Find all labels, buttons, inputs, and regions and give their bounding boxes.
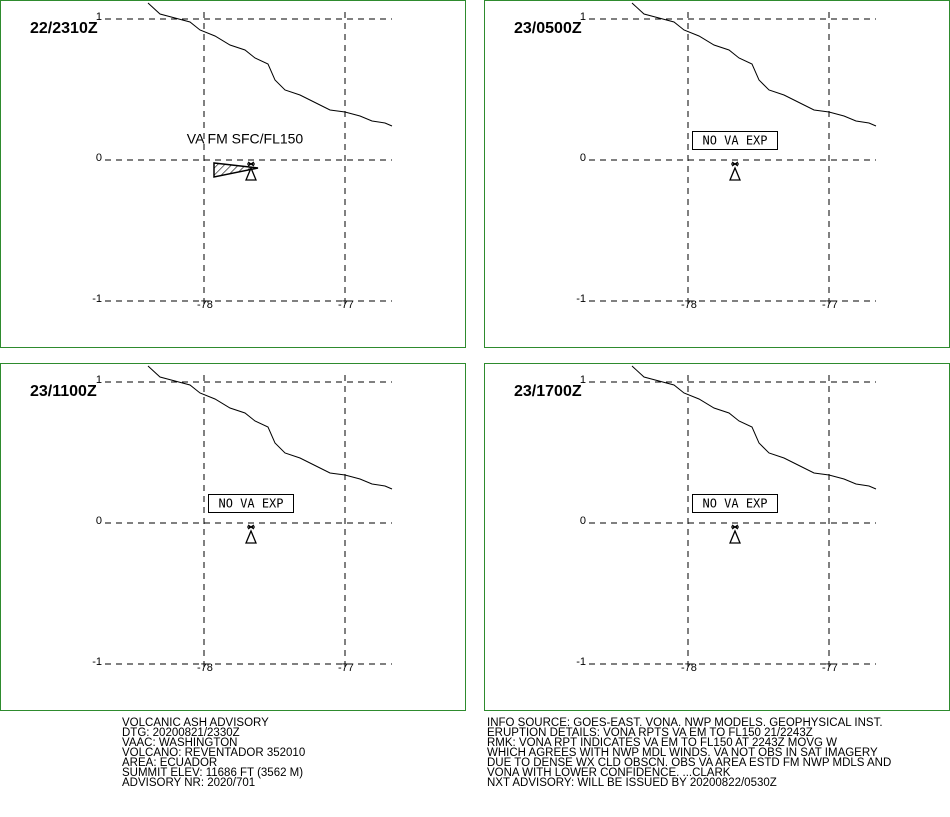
advisory-line: WHICH AGREES WITH NWP MDL WINDS. VA NOT … [487, 747, 878, 759]
latitude-label: 1 [580, 11, 586, 23]
latitude-label: -1 [92, 293, 102, 305]
latitude-label: -1 [576, 293, 586, 305]
volcano-symbol [245, 161, 257, 181]
map-panel: 1 0 -1 -78 -77 23/1700Z NO VA EXP [484, 363, 950, 711]
latitude-label: 1 [580, 374, 586, 386]
longitude-label: -78 [197, 299, 213, 311]
longitude-label: -77 [822, 662, 838, 674]
map-panel: 1 0 -1 -78 -77 23/1100Z NO VA EXP [0, 363, 466, 711]
volcano-symbol [729, 161, 741, 181]
longitude-label: -78 [681, 662, 697, 674]
latitude-label: 0 [580, 152, 586, 164]
longitude-label: -77 [822, 299, 838, 311]
annotation-box [208, 494, 294, 513]
map-panel: 1 0 -1 -78 -77 22/2310Z VA FM SFC/FL150 [0, 0, 466, 348]
volcano-symbol [729, 524, 741, 544]
advisory-line: NXT ADVISORY: WILL BE ISSUED BY 20200822… [487, 777, 777, 789]
ash-annotation: NO VA EXP [218, 497, 283, 511]
advisory-line: VONA WITH LOWER CONFIDENCE. ...CLARK [487, 767, 731, 779]
valid-time: 23/1100Z [30, 383, 97, 400]
coastline [147, 365, 393, 490]
longitude-label: -77 [338, 299, 354, 311]
advisory-line: AREA: ECUADOR [122, 757, 217, 769]
valid-time: 23/0500Z [514, 20, 582, 37]
ash-annotation: NO VA EXP [702, 497, 767, 511]
advisory-line: INFO SOURCE: GOES-EAST. VONA. NWP MODELS… [487, 717, 883, 729]
map-panel: 1 0 -1 -78 -77 23/0500Z NO VA EXP [484, 0, 950, 348]
longitude-label: -78 [197, 662, 213, 674]
advisory-line: ADVISORY NR: 2020/701 [122, 777, 255, 789]
panel-border [484, 363, 950, 711]
annotation-box [692, 494, 778, 513]
latitude-label: 0 [96, 515, 102, 527]
panel-border [484, 0, 950, 348]
latitude-label: 0 [96, 152, 102, 164]
coastline [631, 2, 877, 127]
coastline [631, 365, 877, 490]
advisory-line: VAAC: WASHINGTON [122, 737, 237, 749]
advisory-line: RMK: VONA RPT INDICATES VA EM TO FL150 A… [487, 737, 837, 749]
advisory-line: SUMMIT ELEV: 11686 FT (3562 M) [122, 767, 303, 779]
latitude-label: 1 [96, 11, 102, 23]
advisory-line: DUE TO DENSE WX CLD OBSCN. OBS VA AREA E… [487, 757, 891, 769]
latitude-label: 0 [580, 515, 586, 527]
ash-annotation: NO VA EXP [702, 134, 767, 148]
volcano-symbol [245, 524, 257, 544]
ash-area [213, 162, 259, 178]
latitude-label: -1 [92, 656, 102, 668]
advisory-line: DTG: 20200821/2330Z [122, 727, 240, 739]
valid-time: 22/2310Z [30, 20, 98, 37]
panel-border [0, 363, 466, 711]
advisory-line: VOLCANO: REVENTADOR 352010 [122, 747, 305, 759]
panel-border [0, 0, 466, 348]
ash-annotation: VA FM SFC/FL150 [187, 131, 304, 147]
longitude-label: -78 [681, 299, 697, 311]
longitude-label: -77 [338, 662, 354, 674]
annotation-box [692, 131, 778, 150]
coastline [147, 2, 393, 127]
valid-time: 23/1700Z [514, 383, 582, 400]
latitude-label: 1 [96, 374, 102, 386]
latitude-label: -1 [576, 656, 586, 668]
advisory-line: VOLCANIC ASH ADVISORY [122, 717, 269, 729]
advisory-line: ERUPTION DETAILS: VONA RPTS VA EM TO FL1… [487, 727, 813, 739]
